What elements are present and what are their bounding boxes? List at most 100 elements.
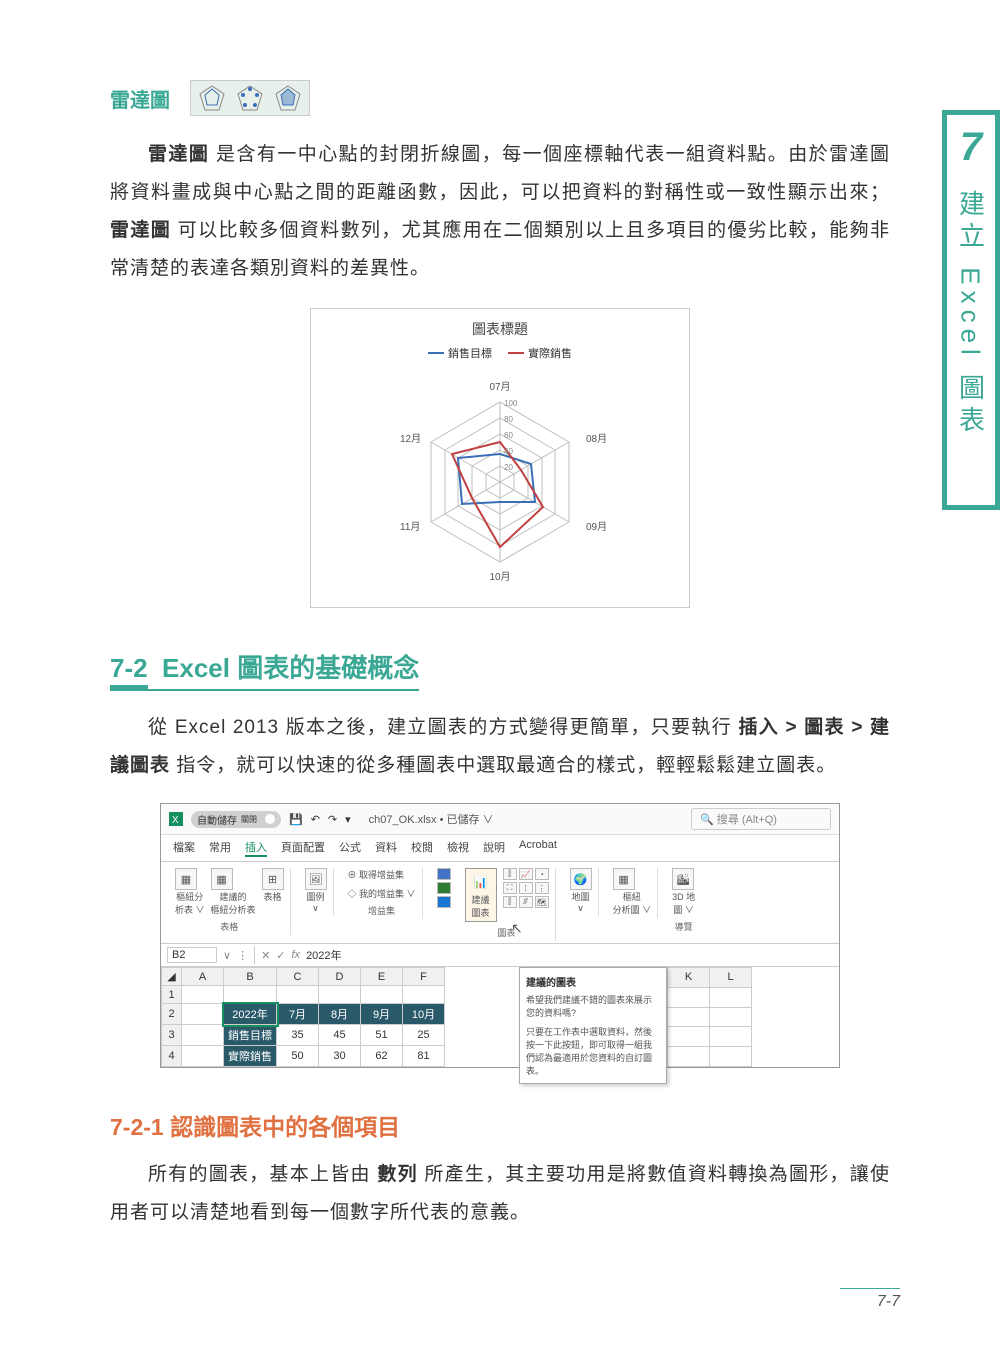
pie-chart-icon[interactable]: ◔: [535, 868, 549, 880]
tab-home[interactable]: 常用: [209, 839, 231, 857]
radar-heading-row: 雷達圖: [110, 80, 890, 116]
axis-12: 12月: [400, 433, 421, 445]
recommended-charts-button[interactable]: 📊建議 圖表: [465, 868, 497, 922]
tab-review[interactable]: 校閱: [411, 839, 433, 857]
combo-chart-icon[interactable]: ⫻: [519, 896, 533, 908]
search-placeholder: 搜尋 (Alt+Q): [717, 814, 777, 826]
axis-10: 10月: [489, 571, 510, 583]
col-e[interactable]: E: [361, 968, 403, 986]
table-button[interactable]: ⊞表格: [262, 868, 284, 916]
tooltip-title: 建議的圖表: [526, 974, 660, 989]
map-chart-icon[interactable]: 🗺: [535, 896, 549, 908]
recommended-pivot-button[interactable]: ▦建議的 樞紐分析表: [211, 868, 256, 916]
section-7-2-1-title: 認識圖表中的各個項目: [170, 1114, 400, 1140]
legend-swatch1: [428, 352, 444, 354]
charts-group-label: 圖表: [465, 926, 549, 939]
svg-text:60: 60: [504, 431, 513, 440]
excel-screenshot: X 自動儲存 關閉 💾 ↶ ↷ ▾ ch07_OK.xlsx • 已儲存 ∨ 🔍…: [160, 803, 840, 1068]
my-addins-button[interactable]: ◇ 我的增益集 ∨: [348, 887, 416, 900]
save-icon[interactable]: 💾: [289, 813, 303, 826]
fx-label[interactable]: fx: [292, 949, 301, 961]
hierarchy-chart-icon[interactable]: ⛶: [503, 882, 517, 894]
tab-formulas[interactable]: 公式: [339, 839, 361, 857]
section-7-2-1-num: 7-2-1: [110, 1114, 164, 1140]
column-chart-icon[interactable]: ⫿: [503, 868, 517, 880]
chart-legend: 銷售目標 實際銷售: [331, 345, 669, 361]
qat-more-icon[interactable]: ▾: [345, 813, 351, 826]
excel-titlebar: X 自動儲存 關閉 💾 ↶ ↷ ▾ ch07_OK.xlsx • 已儲存 ∨ 🔍…: [161, 804, 839, 835]
name-box[interactable]: B2: [167, 947, 217, 963]
tooltip-line2: 只要在工作表中選取資料，然後按一下此按鈕，即可取得一組我們認為最適用於您資料的自…: [526, 1025, 660, 1077]
col-f[interactable]: F: [403, 968, 445, 986]
autosave-state: 關閉: [241, 814, 257, 825]
ribbon-tabs: 檔案 常用 插入 頁面配置 公式 資料 校閱 檢視 說明 Acrobat: [161, 835, 839, 862]
search-box[interactable]: 🔍 搜尋 (Alt+Q): [691, 808, 831, 830]
para-text2: 可以比較多個資料數列，尤其應用在二個類別以上且多項目的優劣比較，能夠非常清楚的表…: [110, 220, 890, 279]
tab-insert[interactable]: 插入: [245, 839, 267, 857]
bing-icon[interactable]: [437, 882, 451, 894]
axis-09: 09月: [586, 521, 607, 533]
section-7-2-1-paragraph: 所有的圖表，基本上皆由 數列 所產生，其主要功用是將數值資料轉換為圖形，讓使用者…: [110, 1156, 890, 1232]
visio-icon[interactable]: [437, 868, 451, 880]
3d-map-button[interactable]: 🏙3D 地 圖 ∨: [672, 868, 695, 916]
undo-icon[interactable]: ↶: [311, 813, 320, 826]
people-icon[interactable]: [437, 896, 451, 908]
filename[interactable]: ch07_OK.xlsx • 已儲存 ∨: [369, 811, 494, 827]
svg-text:80: 80: [504, 415, 513, 424]
ribbon-addins-group: ⊕ 取得增益集 ◇ 我的增益集 ∨ 增益集: [342, 868, 423, 919]
col-b[interactable]: B: [224, 968, 277, 986]
col-k[interactable]: K: [668, 968, 710, 988]
ribbon-3dmap-group: 🏙3D 地 圖 ∨ 導覽: [666, 868, 701, 935]
redo-icon[interactable]: ↷: [328, 813, 337, 826]
maps-button[interactable]: 🌍地圖 ∨: [570, 868, 592, 914]
pivot-chart-button[interactable]: ▦樞紐 分析圖 ∨: [613, 868, 652, 916]
pivot-table-button[interactable]: ▦樞紐分 析表 ∨: [175, 868, 205, 916]
scatter-chart-icon[interactable]: ⋮: [535, 882, 549, 894]
corner-cell[interactable]: ◢: [162, 968, 182, 986]
section-7-2-heading: 7-2 Excel 圖表的基礎概念: [110, 648, 419, 691]
illustrations-button[interactable]: 🖼圖例 ∨: [305, 868, 327, 914]
autosave-label: 自動儲存: [197, 812, 237, 827]
chapter-number: 7: [947, 125, 995, 170]
col-d[interactable]: D: [319, 968, 361, 986]
page-number: 7-7: [840, 1288, 900, 1311]
tooltip-line1: 希望我們建議不錯的圖表來展示您的資料嗎?: [526, 993, 660, 1019]
chapter-tab-inner: 7 建立 Excel 圖表: [947, 115, 995, 505]
stat-chart-icon[interactable]: ⁞: [519, 882, 533, 894]
section-7-2-paragraph: 從 Excel 2013 版本之後，建立圖表的方式變得更簡單，只要執行 插入 >…: [110, 709, 890, 785]
radar-subtitle: 雷達圖: [110, 84, 170, 113]
get-addins-button[interactable]: ⊕ 取得增益集: [348, 868, 416, 881]
col-c[interactable]: C: [277, 968, 319, 986]
recommended-charts-tooltip: 建議的圖表 希望我們建議不錯的圖表來展示您的資料嗎? 只要在工作表中選取資料，然…: [519, 967, 667, 1084]
ribbon-pivotchart-group: ▦樞紐 分析圖 ∨: [607, 868, 659, 918]
excel-logo-icon: X: [169, 812, 183, 826]
tab-layout[interactable]: 頁面配置: [281, 839, 325, 857]
legend-swatch2: [508, 352, 524, 354]
legend-label1: 銷售目標: [448, 345, 492, 361]
formula-bar: B2 ∨ ⋮ ✕ ✓ fx 2022年: [161, 944, 839, 967]
sheet-table[interactable]: ◢ A B C D E F 1 2 2022年 7月 8月 9月 10月: [161, 967, 445, 1067]
waterfall-chart-icon[interactable]: ⫿: [503, 896, 517, 908]
tab-help[interactable]: 說明: [483, 839, 505, 857]
radar-type1-icon: [197, 83, 227, 113]
radar-svg: 07月 08月 09月 10月 11月 12月 100 80 60 40 20: [340, 367, 660, 587]
autosave-toggle[interactable]: 自動儲存 關閉: [191, 811, 281, 828]
radar-chart: 圖表標題 銷售目標 實際銷售: [310, 308, 690, 608]
dropdown-icon[interactable]: ∨: [223, 949, 231, 962]
tab-file[interactable]: 檔案: [173, 839, 195, 857]
legend-label2: 實際銷售: [528, 345, 572, 361]
col-l[interactable]: L: [710, 968, 752, 988]
p72-text2: 指令，就可以快速的從多種圖表中選取最適合的樣式，輕輕鬆鬆建立圖表。: [170, 755, 836, 776]
tab-view[interactable]: 檢視: [447, 839, 469, 857]
formula-value[interactable]: 2022年: [306, 947, 341, 963]
chart-title: 圖表標題: [331, 319, 669, 339]
ribbon: ▦樞紐分 析表 ∨ ▦建議的 樞紐分析表 ⊞表格 表格 🖼圖例 ∨ ⊕ 取得增益…: [161, 862, 839, 944]
line-chart-icon[interactable]: 📈: [519, 868, 533, 880]
ribbon-maps-group: 🌍地圖 ∨: [564, 868, 599, 916]
section-7-2-num: 7-2: [110, 653, 148, 689]
axis-11: 11月: [400, 521, 420, 533]
col-a[interactable]: A: [182, 968, 224, 986]
tab-acrobat[interactable]: Acrobat: [519, 839, 557, 857]
addins-group-label: 增益集: [348, 904, 416, 917]
tab-data[interactable]: 資料: [375, 839, 397, 857]
